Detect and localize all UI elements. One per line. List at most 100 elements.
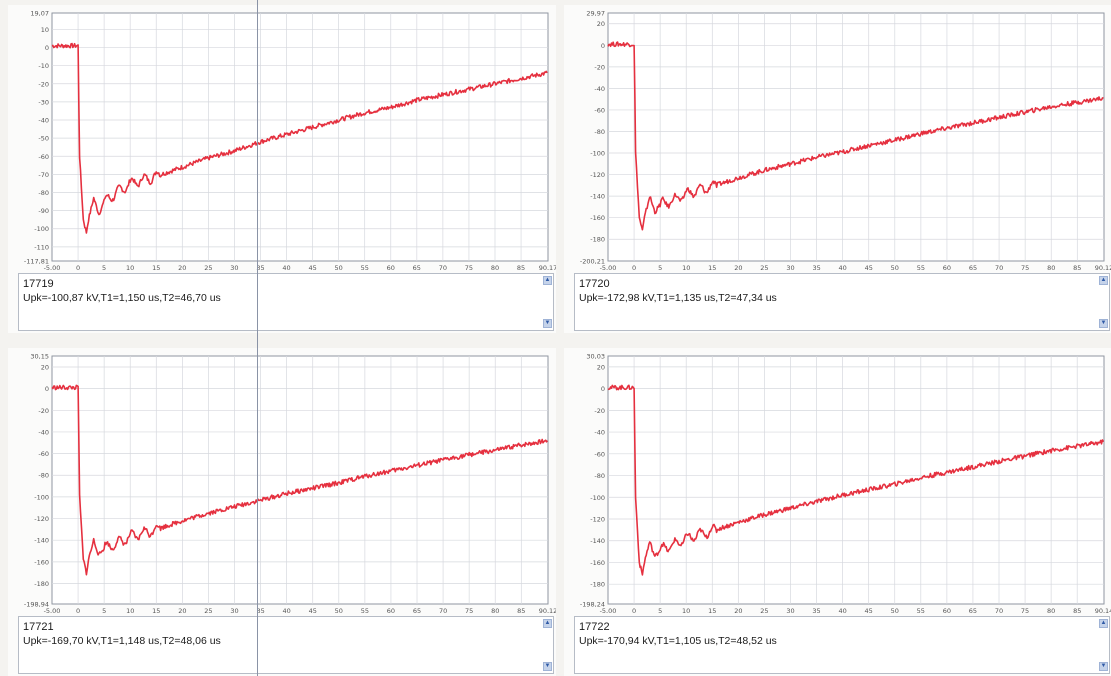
x-tick-label: 50 <box>891 264 899 270</box>
y-tick-label: -90 <box>38 207 49 215</box>
x-tick-label: 65 <box>969 607 977 613</box>
x-tick-label: 65 <box>413 607 421 613</box>
x-tick-label: 55 <box>361 607 369 613</box>
waveform-plot: -5,00 0 5 10 15 20 25 30 35 40 45 50 55 60 65 70 75 80 85 9… <box>580 10 1111 271</box>
y-tick-label: -80 <box>38 189 49 197</box>
x-tick-label: 85 <box>517 264 525 270</box>
y-tick-label: -60 <box>38 153 49 161</box>
x-tick-label: 60 <box>943 607 951 613</box>
y-tick-label: 0 <box>601 385 605 393</box>
x-tick-label: -5,00 <box>44 264 61 270</box>
y-tick-label: -140 <box>34 537 49 545</box>
peak-statistics: Upk=-170,94 kV,T1=1,105 us,T2=48,52 us <box>579 635 777 647</box>
x-tick-label: 70 <box>439 607 447 613</box>
chart-panel-17719: -5,00 0 5 10 15 20 25 30 35 40 45 50 55 60 65 70 75 80 85 9… <box>8 5 556 333</box>
y-tick-label: -140 <box>590 193 605 201</box>
y-tick-label: 20 <box>41 363 49 371</box>
scroll-down-button[interactable]: ▼ <box>1099 662 1108 671</box>
scroll-up-button[interactable]: ▲ <box>1099 619 1108 628</box>
plot-area <box>51 355 549 605</box>
y-tick-label: -40 <box>38 117 49 125</box>
x-tick-label: 35 <box>812 607 820 613</box>
y-tick-label: -40 <box>594 429 605 437</box>
x-tick-label: 85 <box>517 607 525 613</box>
y-tick-label: 10 <box>41 26 49 34</box>
x-tick-label: 55 <box>917 607 925 613</box>
x-tick-label: 0 <box>76 607 80 613</box>
x-tick-label: 0 <box>76 264 80 270</box>
x-tick-label: 50 <box>891 607 899 613</box>
y-tick-label: -100 <box>34 493 49 501</box>
y-tick-label: -50 <box>38 135 49 143</box>
waveform-trace <box>51 42 548 234</box>
x-tick-label: 40 <box>282 264 290 270</box>
y-tick-label: -60 <box>594 450 605 458</box>
peak-statistics: Upk=-172,98 kV,T1=1,135 us,T2=47,34 us <box>579 292 777 304</box>
x-tick-label: 25 <box>204 264 212 270</box>
plot-area <box>51 12 549 262</box>
x-tick-label: 75 <box>465 607 473 613</box>
scroll-down-button[interactable]: ▼ <box>543 319 552 328</box>
y-tick-label: -80 <box>594 472 605 480</box>
x-tick-label: 20 <box>178 607 186 613</box>
result-box: 17719 Upk=-100,87 kV,T1=1,150 us,T2=46,7… <box>18 273 554 331</box>
x-tick-label: 15 <box>708 264 716 270</box>
chart-panel-17722: -5,00 0 5 10 15 20 25 30 35 40 45 50 55 60 65 70 75 80 85 9… <box>564 348 1111 676</box>
x-tick-label: -5,00 <box>600 264 617 270</box>
y-tick-label: -160 <box>590 214 605 222</box>
y-tick-label: -20 <box>594 407 605 415</box>
test-id: 17721 <box>23 621 54 633</box>
peak-statistics: Upk=-169,70 kV,T1=1,148 us,T2=48,06 us <box>23 635 221 647</box>
scroll-up-button[interactable]: ▲ <box>543 619 552 628</box>
x-tick-label: 50 <box>335 607 343 613</box>
x-tick-label: 60 <box>387 264 395 270</box>
test-id: 17722 <box>579 621 610 633</box>
y-tick-label: -140 <box>590 537 605 545</box>
x-tick-label: 75 <box>465 264 473 270</box>
scroll-up-button[interactable]: ▲ <box>543 276 552 285</box>
x-tick-label: 15 <box>152 264 160 270</box>
y-tick-label: -20 <box>38 80 49 88</box>
y-tick-label: -40 <box>594 85 605 93</box>
x-tick-label: 25 <box>204 607 212 613</box>
x-tick-label: 20 <box>178 264 186 270</box>
x-tick-label: 10 <box>682 607 690 613</box>
y-tick-label: -198,24 <box>580 601 605 609</box>
x-tick-label: 90,17 <box>539 264 556 270</box>
y-tick-label: -120 <box>590 171 605 179</box>
waveform-trace <box>607 384 1105 576</box>
x-tick-label: 75 <box>1021 607 1029 613</box>
chart-panel-17720: -5,00 0 5 10 15 20 25 30 35 40 45 50 55 60 65 70 75 80 85 9… <box>564 5 1111 333</box>
x-tick-label: 20 <box>734 264 742 270</box>
x-tick-label: 5 <box>658 607 662 613</box>
x-tick-label: 90,14 <box>1095 607 1111 613</box>
waveform-plot: -5,00 0 5 10 15 20 25 30 35 40 45 50 55 60 65 70 75 80 85 9… <box>580 353 1111 614</box>
x-tick-label: 85 <box>1073 607 1081 613</box>
y-tick-label: -70 <box>38 171 49 179</box>
x-tick-label: 60 <box>387 607 395 613</box>
result-box: 17721 Upk=-169,70 kV,T1=1,148 us,T2=48,0… <box>18 616 554 674</box>
x-tick-label: 0 <box>632 607 636 613</box>
x-tick-label: 75 <box>1021 264 1029 270</box>
y-tick-label: 30,15 <box>30 353 49 361</box>
x-tick-label: 55 <box>917 264 925 270</box>
waveform-trace <box>51 384 549 576</box>
y-tick-label: -100 <box>34 225 49 233</box>
x-tick-label: 80 <box>491 264 499 270</box>
scroll-up-button[interactable]: ▲ <box>1099 276 1108 285</box>
scroll-down-button[interactable]: ▼ <box>543 662 552 671</box>
result-box: 17720 Upk=-172,98 kV,T1=1,135 us,T2=47,3… <box>574 273 1110 331</box>
x-tick-label: 50 <box>335 264 343 270</box>
result-box: 17722 Upk=-170,94 kV,T1=1,105 us,T2=48,5… <box>574 616 1110 674</box>
x-tick-label: 80 <box>1047 264 1055 270</box>
x-tick-label: 0 <box>632 264 636 270</box>
x-tick-label: 40 <box>839 264 847 270</box>
waveform-plot: -5,00 0 5 10 15 20 25 30 35 40 45 50 55 60 65 70 75 80 85 9… <box>24 353 556 614</box>
scroll-down-button[interactable]: ▼ <box>1099 319 1108 328</box>
x-tick-label: 70 <box>995 264 1003 270</box>
plot-area <box>607 355 1105 605</box>
plot-area <box>607 12 1105 262</box>
x-tick-label: 25 <box>760 607 768 613</box>
x-tick-label: 90,12 <box>1095 264 1111 270</box>
test-id: 17720 <box>579 278 610 290</box>
